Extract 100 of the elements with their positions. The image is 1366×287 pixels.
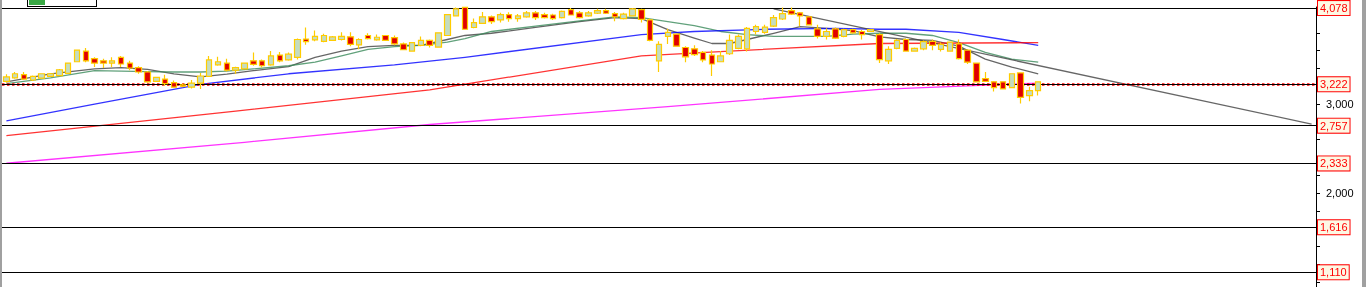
candlestick [690,44,699,57]
candlestick [328,35,337,42]
candlestick [170,79,178,89]
candlestick [231,66,240,75]
candlestick [249,51,258,67]
candlestick [390,34,399,46]
candlestick [549,13,557,21]
candlestick [126,60,134,71]
candlestick [910,46,919,53]
candlestick [90,56,99,68]
candlestick [187,79,196,90]
candlestick [37,72,46,80]
candlestick [267,50,275,67]
candlestick [443,13,452,37]
candlestick [487,14,496,25]
candlestick [946,41,954,53]
candlestick [646,17,654,42]
candlestick [381,34,390,42]
candlestick [531,10,540,21]
candlestick [540,12,549,20]
y-tick-label: 2,000 [1326,187,1354,200]
candlestick [293,38,302,61]
candlestick [214,56,222,67]
candlestick [496,12,505,24]
candlestick [311,29,319,42]
candlestick [46,72,55,78]
candlestick [981,71,990,83]
candlestick [681,45,690,63]
candlestick [955,38,963,61]
candlestick [567,7,575,17]
candlestick [108,56,116,68]
candlestick [893,38,901,50]
candlestick [55,68,64,77]
candlestick [619,12,628,21]
candlestick [205,55,213,78]
candlestick [787,6,796,16]
candlestick [514,13,522,23]
candlestick [425,38,434,49]
candlestick [558,9,566,20]
candlestick [743,26,751,53]
candlestick [258,58,266,69]
candlestick [849,28,857,35]
candlestick [364,32,372,41]
candlestick [699,50,707,63]
candlestick [805,15,813,26]
candlestick [884,45,893,65]
ref-line-label: 3,222 [1320,78,1348,91]
candlestick [778,6,787,21]
candlestick [11,71,19,80]
candlestick [575,10,584,20]
candlestick [584,10,593,18]
candlestick [858,29,866,41]
line-series [5,27,1039,122]
candlestick [82,47,90,63]
candlestick [1008,72,1016,89]
candlestick [593,8,602,15]
ref-line-label: 1,616 [1320,221,1348,234]
candlestick [284,51,293,62]
candlestick [725,34,734,56]
candlestick [796,11,804,27]
candlestick [761,24,769,35]
candlestick [990,80,998,93]
candlestick [223,58,231,73]
candlestick [972,62,981,83]
candlestick [813,24,822,40]
candlestick [276,51,284,63]
candlestick [20,71,28,81]
candlestick [408,41,416,53]
y-tick-label: 3,000 [1326,98,1354,111]
candlestick [470,17,478,29]
candlestick [840,28,848,38]
candlestick [655,40,663,73]
candlestick [152,76,161,83]
candlestick [99,58,108,69]
candlestick [461,6,469,31]
candlestick [928,38,937,51]
candlestick [452,6,460,17]
candlestick [637,8,646,24]
candlestick [716,50,725,63]
candlestick [902,38,910,53]
candlestick [822,27,831,41]
candlestick [478,11,487,25]
candlestick [999,80,1007,90]
candlestick [302,26,310,46]
candlestick [143,70,152,84]
candlestick [672,32,681,48]
candlestick [734,34,743,50]
candlestick [1034,80,1042,97]
candlestick [134,65,143,75]
candlestick [2,73,11,84]
candlestick [752,24,760,36]
candlestick [117,55,125,68]
candlestick [1016,72,1025,105]
candlestick [196,72,205,90]
candlestick [399,42,408,51]
candlestick [875,32,884,64]
candlestick [373,34,381,42]
candlestick [505,11,513,23]
candlestick [522,10,531,19]
candlestick [29,74,37,82]
